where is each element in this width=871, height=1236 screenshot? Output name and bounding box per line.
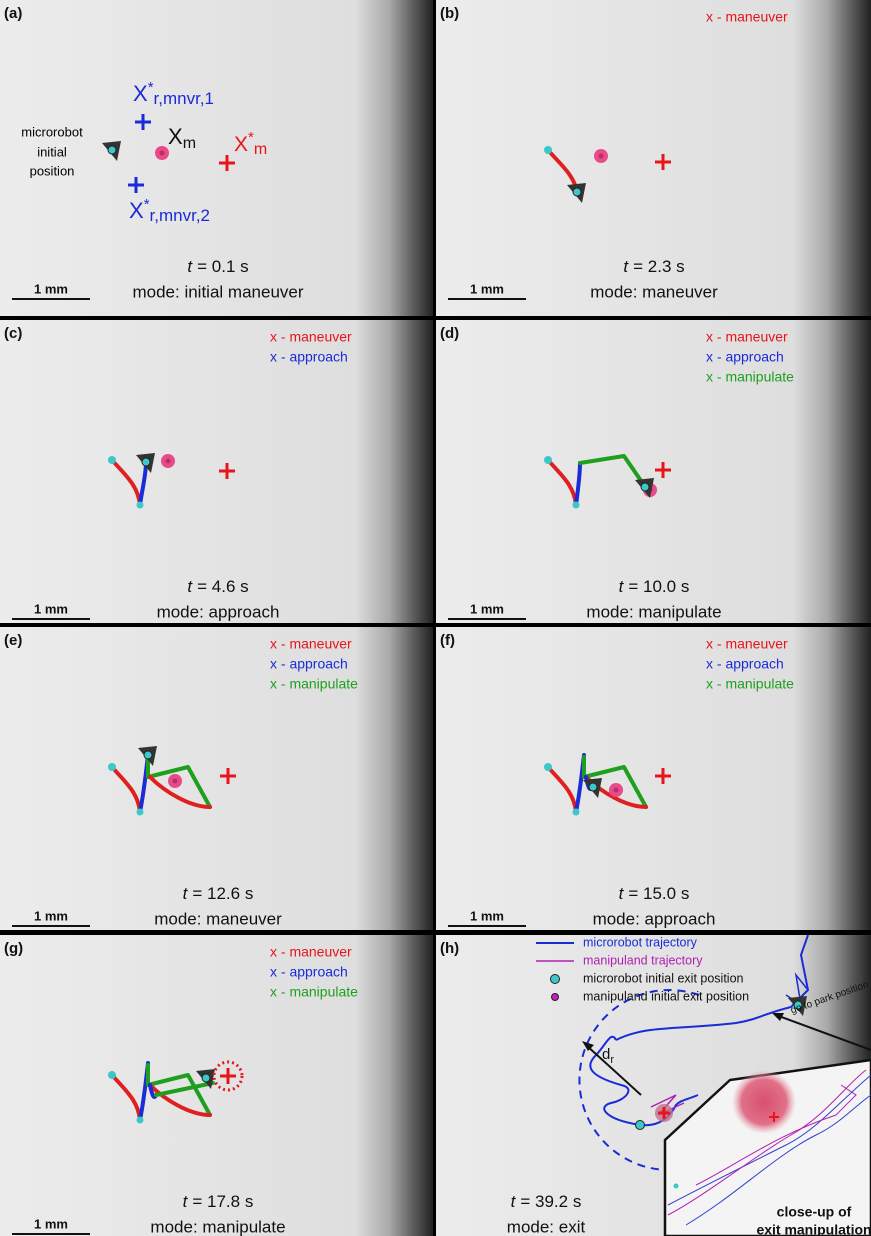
legend-entry: x - manipulate [706,369,794,385]
time-label: t= 15.0 s [619,884,690,903]
scale-bar-label: 1 mm [470,281,504,296]
mode-label: mode: maneuver [590,282,718,301]
legend-entry: x - manipulate [270,984,358,1000]
symbol: X [133,81,148,106]
key-entry: manipuland trajectory [583,953,703,967]
time-value: = 4.6 s [197,577,249,596]
legend-entry: x - maneuver [270,329,352,345]
subscript: r,mnvr,2 [150,206,210,225]
legend-entry: x - approach [706,349,784,365]
legend-entry: x - approach [270,964,348,980]
legend-entry: x - approach [270,656,348,672]
legend-entry: x - manipulate [270,676,358,692]
time-value: = 0.1 s [197,257,249,276]
panel: (b) x - maneuver t= 2.3 s mode: maneuver 1 m… [436,0,871,316]
symbol: d [602,1046,610,1063]
time-label: t= 10.0 s [619,577,690,596]
subscript: r,mnvr,1 [154,89,214,108]
scale-bar-label: 1 mm [470,601,504,616]
annotation: exit manipulation [756,1222,871,1236]
panel: (g) x - maneuver x - approach x - manipulat… [0,935,433,1236]
mode-label: mode: approach [593,909,716,928]
time-value: = 10.0 s [628,577,689,596]
time-value: = 2.3 s [633,257,685,276]
panel-background [0,935,433,1236]
panel-label: (g) [4,940,23,957]
time-label: t= 4.6 s [187,577,248,596]
scale-bar-label: 1 mm [34,1216,68,1231]
time-label: t= 12.6 s [183,884,254,903]
subscript: r [610,1054,614,1066]
key-entry: microrobot trajectory [583,935,698,949]
legend-entry: x - manipulate [706,676,794,692]
legend-entry: x - maneuver [706,636,788,652]
panel: microrobot initial position X*r,mnvr,1 X… [0,0,433,316]
time-value: = 39.2 s [520,1192,581,1211]
figure: microrobot initial position X*r,mnvr,1 X… [0,0,871,1236]
key-entry: microrobot initial exit position [583,971,744,985]
panel-label: (e) [4,632,22,649]
symbol: X [234,133,248,156]
mode-label: mode: maneuver [154,909,282,928]
scale-bar-label: 1 mm [470,908,504,923]
mode-label: mode: approach [157,602,280,621]
panel: (f) x - maneuver x - approach x - manipulat… [436,627,871,930]
scale-bar-label: 1 mm [34,281,68,296]
legend-entry: x - maneuver [270,636,352,652]
mode-label: mode: manipulate [150,1217,285,1236]
annotation: initial [37,144,67,159]
panel: (c) x - maneuver x - approach t= 4.6 s mode:… [0,320,433,623]
time-label: t= 17.8 s [183,1192,254,1211]
subscript: m [254,141,267,158]
panel: (e) x - maneuver x - approach x - manipulat… [0,627,433,930]
panel-label: (d) [440,325,459,342]
panel-label: (c) [4,325,22,342]
mode-label: mode: exit [507,1217,586,1236]
annotation: position [30,163,75,178]
panel-label: (b) [440,5,459,22]
time-value: = 15.0 s [628,884,689,903]
panel-label: (f) [440,632,455,649]
time-value: = 12.6 s [192,884,253,903]
annotation: close-up of [777,1204,852,1220]
time-label: t= 2.3 s [623,257,684,276]
symbol: X [168,124,183,149]
legend-entry: x - maneuver [270,944,352,960]
scale-bar-label: 1 mm [34,601,68,616]
subscript: m [183,135,196,152]
key-entry: manipuland initial exit position [583,989,749,1003]
legend-entry: x - approach [270,349,348,365]
panel-label: (h) [440,940,459,957]
legend-entry: x - maneuver [706,329,788,345]
mode-label: mode: initial maneuver [132,282,303,301]
time-value: = 17.8 s [192,1192,253,1211]
scale-bar-label: 1 mm [34,908,68,923]
mode-label: mode: manipulate [586,602,721,621]
time-label: t= 0.1 s [187,257,248,276]
legend-entry: x - maneuver [706,9,788,25]
time-label: t= 39.2 s [511,1192,582,1211]
annotation: microrobot [21,124,83,139]
panel-label: (a) [4,5,22,22]
symbol: X [129,198,144,223]
panel: (d) x - maneuver x - approach x - manipulat… [436,320,871,623]
panel: microrobot trajectory manipuland traject… [436,935,871,1236]
legend-entry: x - approach [706,656,784,672]
